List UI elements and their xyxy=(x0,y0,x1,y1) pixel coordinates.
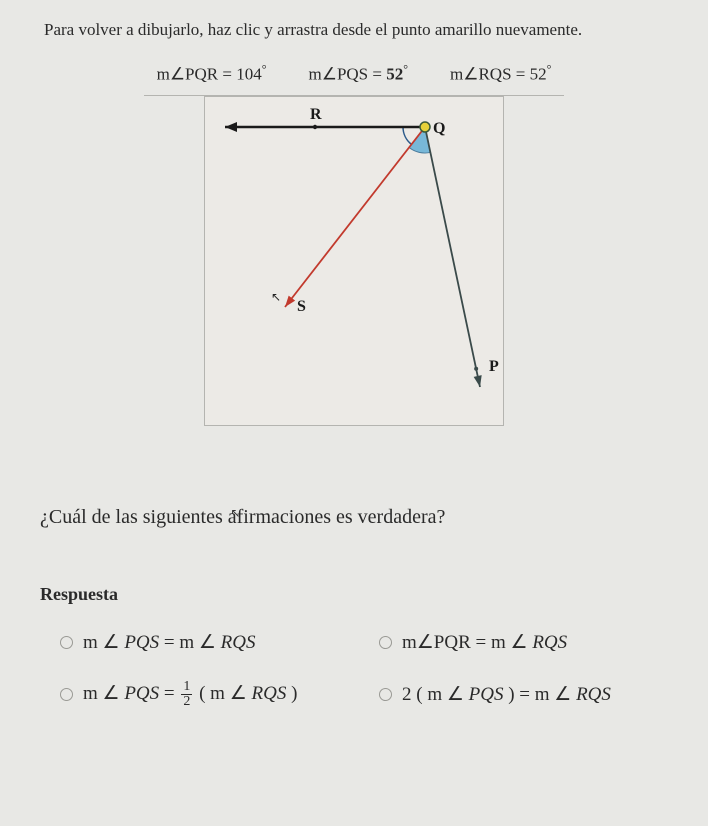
measures-row: m∠PQR = 104° m∠PQS = 52° m∠RQS = 52° xyxy=(144,58,564,96)
measure-pqr-prefix: m∠PQR = xyxy=(157,65,237,84)
cursor-icon: ↖ xyxy=(230,506,240,521)
option-d[interactable]: 2 ( m ∠ PQS ) = m ∠ RQS xyxy=(379,680,678,709)
option-c-text: m ∠ PQS = 12 ( m ∠ RQS ) xyxy=(83,680,297,709)
frac-den: 2 xyxy=(181,695,192,709)
measure-pqr: m∠PQR = 104° xyxy=(157,62,267,85)
option-a[interactable]: m ∠ PQS = m ∠ RQS xyxy=(60,631,359,654)
options-grid: m ∠ PQS = m ∠ RQS m∠PQR = m ∠ RQS m ∠ PQ… xyxy=(30,631,678,709)
measure-pqr-val: 104 xyxy=(236,65,262,84)
measure-rqs-deg: ° xyxy=(547,62,552,76)
measure-pqs: m∠PQS = 52° xyxy=(308,62,408,85)
measure-pqr-deg: ° xyxy=(262,62,267,76)
svg-text:↖: ↖ xyxy=(271,290,281,304)
radio-icon[interactable] xyxy=(379,688,392,701)
instruction-text: Para volver a dibujarlo, haz clic y arra… xyxy=(30,20,678,40)
measure-pqs-deg: ° xyxy=(403,62,408,76)
svg-text:P: P xyxy=(489,358,499,375)
measure-pqs-val: 52 xyxy=(386,65,403,84)
option-d-text: 2 ( m ∠ PQS ) = m ∠ RQS xyxy=(402,683,611,706)
question-text: ¿Cuál de las siguientes afirmaciones es … xyxy=(30,506,678,529)
svg-text:S: S xyxy=(297,298,306,315)
radio-icon[interactable] xyxy=(379,636,392,649)
measure-pqs-prefix: m∠PQS = xyxy=(308,65,386,84)
angle-diagram[interactable]: R Q S P ↖ xyxy=(204,96,504,426)
radio-icon[interactable] xyxy=(60,688,73,701)
measure-rqs-prefix: m∠RQS = xyxy=(450,65,530,84)
radio-icon[interactable] xyxy=(60,636,73,649)
svg-text:R: R xyxy=(310,106,322,123)
option-a-text: m ∠ PQS = m ∠ RQS xyxy=(83,631,256,654)
measure-rqs-val: 52 xyxy=(530,65,547,84)
option-b-text: m∠PQR = m ∠ RQS xyxy=(402,631,567,654)
svg-text:Q: Q xyxy=(433,120,445,137)
option-c[interactable]: m ∠ PQS = 12 ( m ∠ RQS ) xyxy=(60,680,359,709)
option-b[interactable]: m∠PQR = m ∠ RQS xyxy=(379,631,678,654)
measure-rqs: m∠RQS = 52° xyxy=(450,62,551,85)
question-label: ¿Cuál de las siguientes afirmaciones es … xyxy=(40,506,445,528)
frac-num: 1 xyxy=(181,680,192,695)
diagram-svg: R Q S P ↖ xyxy=(205,97,505,427)
answer-heading: Respuesta xyxy=(30,584,678,605)
